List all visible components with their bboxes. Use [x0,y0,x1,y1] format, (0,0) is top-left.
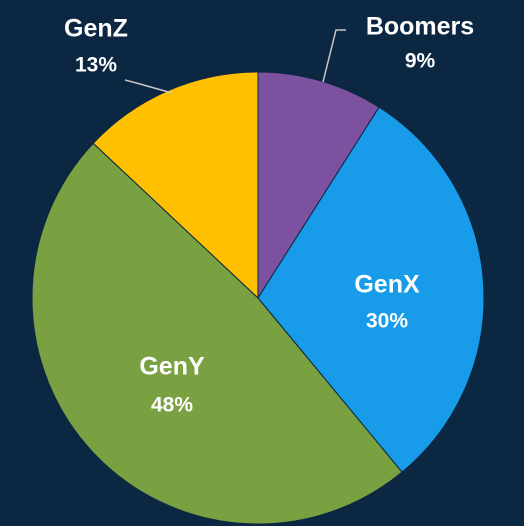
value-label: 30% [366,310,408,333]
pie-slice [31,142,403,525]
pie-slice [92,71,259,300]
leader-line [124,79,173,94]
leader-line [322,29,346,83]
slice-label: Boomers [366,13,474,41]
value-label: 48% [151,394,193,417]
slice-label: GenZ [64,15,128,43]
value-label: 13% [75,54,117,77]
slice-label: GenX [354,271,420,299]
pie-slice [257,106,485,473]
value-label: 9% [405,50,436,73]
slice-label: GenY [139,353,205,381]
pie-slice [257,71,380,300]
